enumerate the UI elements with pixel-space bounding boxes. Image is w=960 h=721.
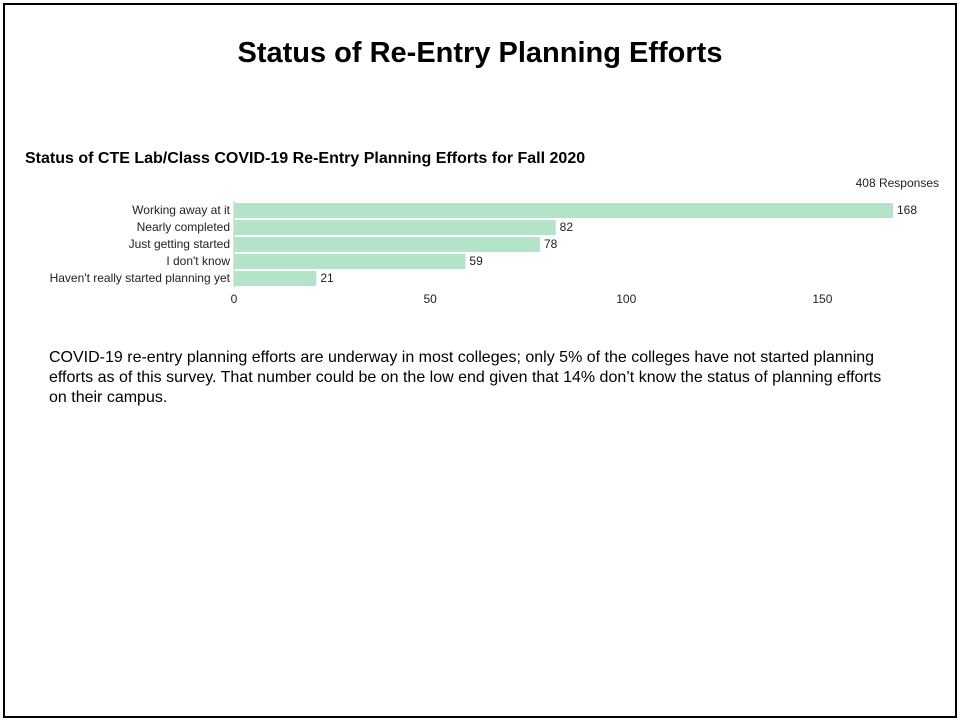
category-label: Nearly completed — [137, 220, 230, 234]
category-label: Haven't really started planning yet — [50, 271, 231, 285]
slide-title: Status of Re-Entry Planning Efforts — [237, 37, 723, 69]
bar — [234, 203, 893, 218]
chart-title: Status of CTE Lab/Class COVID-19 Re-Entr… — [25, 150, 586, 167]
data-label: 59 — [469, 254, 483, 268]
data-label: 168 — [897, 203, 917, 217]
x-tick-label: 100 — [616, 292, 636, 306]
x-tick-label: 0 — [231, 292, 238, 306]
category-label: Working away at it — [132, 203, 230, 217]
category-label: I don't know — [166, 254, 230, 268]
bar — [234, 220, 556, 235]
data-label: 78 — [544, 237, 558, 251]
slide: Status of Re-Entry Planning Efforts Stat… — [3, 3, 957, 718]
data-label: 21 — [320, 271, 334, 285]
responses-count: 408 Responses — [855, 176, 939, 190]
bar — [234, 237, 540, 252]
category-label: Just getting started — [129, 237, 230, 251]
x-tick-label: 150 — [812, 292, 832, 306]
summary-text: COVID-19 re-entry planning efforts are u… — [49, 349, 882, 406]
bar — [234, 254, 466, 269]
bar — [234, 271, 317, 286]
data-label: 82 — [560, 220, 574, 234]
x-tick-label: 50 — [423, 292, 437, 306]
